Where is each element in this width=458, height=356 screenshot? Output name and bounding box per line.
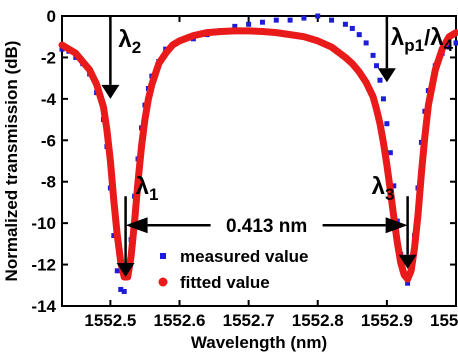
plot-frame: [61, 15, 457, 307]
legend-box: [148, 241, 362, 297]
arrow-lambda-1-head: [116, 263, 135, 277]
measured-point: [59, 46, 65, 52]
legend-label-fitted: fitted value: [180, 273, 270, 292]
label-lambda-p1-lambda-4: λp1/λ4: [391, 24, 454, 55]
spacing-label-background: [214, 213, 319, 238]
spacing-arrow-left-head: [125, 217, 148, 234]
x-axis-label: Wavelength (nm): [191, 333, 327, 352]
y-tick-label: -12: [31, 256, 56, 275]
measured-point: [377, 77, 383, 83]
measured-point: [363, 40, 369, 46]
measured-point: [259, 19, 265, 25]
legend-label-measured: measured value: [180, 247, 309, 266]
y-tick-label: -10: [31, 214, 56, 233]
measured-point: [301, 15, 307, 21]
measured-point: [349, 25, 355, 31]
measured-point: [380, 96, 386, 102]
x-tick-labels: 1552.5 1552.6 1552.7 1552.8 1552.9 1553.0: [84, 311, 458, 330]
label-lambda-1: λ1: [136, 173, 159, 204]
measured-point: [453, 40, 458, 46]
measured-point: [387, 150, 393, 156]
spacing-arrow-right-head: [385, 217, 408, 234]
y-tick-label: -14: [31, 297, 56, 316]
y-tick-label: -4: [41, 90, 57, 109]
annotation-arrows: [101, 16, 417, 277]
arrow-lambda-3-head: [398, 254, 417, 269]
x-tick-label: 1552.8: [292, 311, 344, 330]
x-tick-label: 1552.9: [361, 311, 413, 330]
measured-point: [405, 280, 411, 286]
label-lambda-2: λ2: [118, 26, 141, 57]
measured-point: [287, 17, 293, 23]
measured-point: [374, 63, 380, 69]
label-lambda-3: λ3: [372, 173, 395, 204]
series-fitted-line: [58, 27, 458, 283]
y-tick-label: -8: [41, 173, 56, 192]
spacing-label: 0.413 nm: [226, 216, 307, 237]
measured-point: [342, 21, 348, 27]
measured-point: [384, 121, 390, 127]
measured-point: [246, 21, 252, 27]
measured-point: [391, 183, 397, 189]
y-tick-label: -2: [41, 48, 56, 67]
measured-point: [118, 286, 124, 292]
arrow-lambda-p1-head: [377, 68, 396, 83]
measured-point: [329, 17, 335, 23]
x-tick-label: 1553.0: [430, 311, 458, 330]
y-tick-label: -6: [41, 131, 56, 150]
legend-marker-measured: [160, 253, 166, 259]
measured-point: [315, 13, 321, 19]
legend: measured value fitted value: [148, 241, 362, 297]
x-tick-label: 1552.5: [84, 311, 136, 330]
y-tick-label: 0: [47, 7, 56, 26]
measured-point: [273, 17, 279, 23]
legend-marker-fitted: [158, 277, 168, 287]
arrow-lambda-2-head: [101, 84, 120, 99]
y-axis-label: Normalized transmission (dB): [2, 41, 21, 282]
measured-point: [121, 289, 127, 294]
measured-point: [232, 23, 238, 29]
x-tick-label: 1552.6: [154, 311, 206, 330]
measured-point: [356, 32, 362, 38]
measured-point: [446, 44, 452, 50]
y-tick-labels: 0 -2 -4 -6 -8 -10 -12 -14: [31, 7, 56, 316]
x-tick-label: 1552.7: [223, 311, 275, 330]
measured-point: [114, 268, 120, 274]
measured-point: [370, 52, 376, 58]
